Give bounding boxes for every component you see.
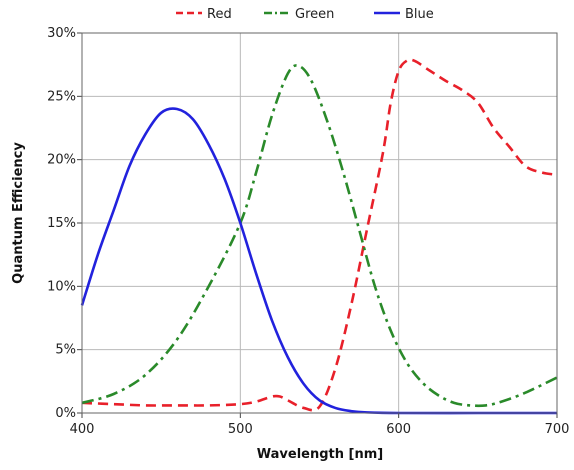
y-tick-label: 30% (47, 26, 76, 41)
series-line-blue (80, 107, 557, 415)
plot-frame (81, 32, 558, 414)
legend-label-green: Green (295, 7, 334, 22)
y-tick-label: 0% (55, 406, 76, 421)
x-tick-label: 400 (70, 422, 95, 437)
y-tick-label: 15% (47, 216, 76, 231)
y-tick-label: 10% (47, 279, 76, 294)
y-tick-label: 5% (55, 343, 76, 358)
x-tick-label: 500 (228, 422, 253, 437)
y-tick-label: 25% (47, 89, 76, 104)
series-line-red (81, 58, 558, 412)
legend: Red Green Blue (176, 7, 434, 22)
axes: 0% 5% 10% 15% 20% 25% 30% 400 500 600 700 (47, 26, 569, 437)
series-layer (80, 58, 558, 415)
x-tick-label: 700 (545, 422, 570, 437)
y-axis-title: Quantum Efficiency (11, 142, 26, 284)
grid (81, 32, 558, 414)
x-tick-label: 600 (386, 422, 411, 437)
series-line-green (81, 64, 558, 408)
x-axis-title: Wavelength [nm] (257, 447, 383, 462)
y-tick-label: 20% (47, 153, 76, 168)
legend-label-red: Red (207, 7, 232, 22)
legend-label-blue: Blue (405, 7, 434, 22)
